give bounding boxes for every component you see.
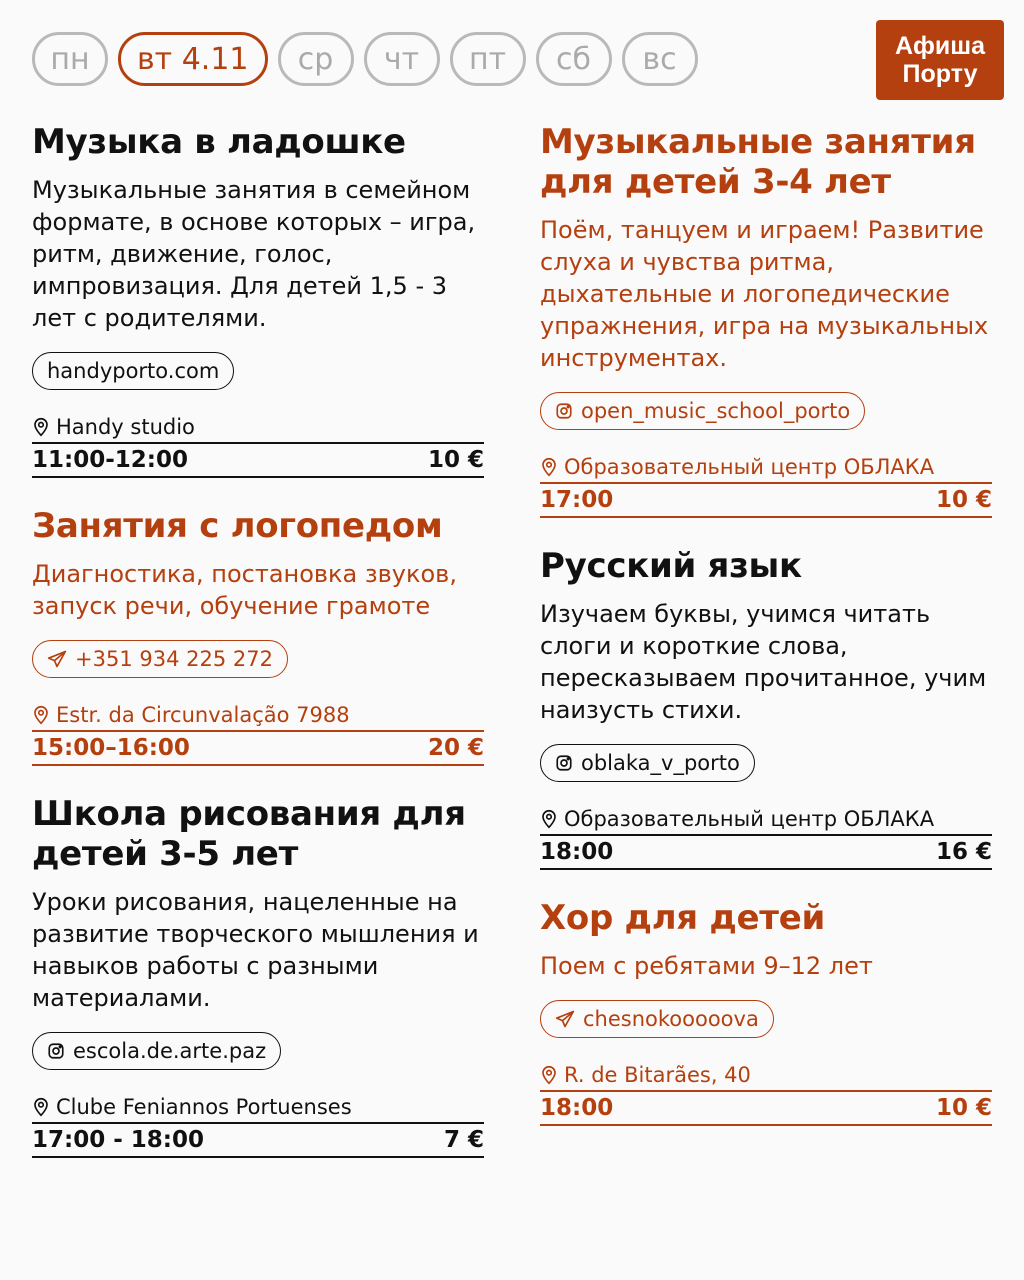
telegram-icon — [47, 649, 67, 669]
day-tab-3[interactable]: чт — [363, 32, 440, 86]
day-tab-1[interactable]: вт 4.11 — [118, 32, 268, 86]
logo-line2: Порту — [902, 60, 978, 88]
event-description: Музыкальные занятия в семейном формате, … — [32, 176, 476, 332]
right-column: Музыкальные занятия для детей 3-4 лет Поё… — [540, 122, 992, 1154]
event-title: Русский язык — [540, 546, 802, 586]
event-description: Диагностика, постановка звуков, запуск р… — [32, 560, 457, 620]
event-time-price: 17:00 - 18:00 7 € — [32, 1122, 484, 1158]
event-title: Хор для детей — [540, 898, 825, 938]
event-time-price: 11:00-12:00 10 € — [32, 442, 484, 478]
event-time: 17:00 - 18:00 — [32, 1127, 204, 1153]
event-location-text: Handy studio — [56, 415, 195, 439]
location-pin-icon — [32, 1097, 50, 1117]
day-tab-6[interactable]: вс — [621, 32, 698, 86]
day-tab-0[interactable]: пн — [32, 32, 108, 86]
event-card: Музыка в ладошке Музыкальные занятия в се… — [32, 122, 484, 478]
event-link-button[interactable]: escola.de.arte.paz — [32, 1032, 282, 1070]
event-link-button[interactable]: open_music_school_porto — [540, 392, 866, 430]
event-title: Музыка в ладошке — [32, 122, 406, 162]
event-link-button[interactable]: handyporto.com — [32, 352, 235, 390]
event-title: Музыкальные занятия для детей 3-4 лет — [540, 122, 976, 202]
event-title: Занятия с логопедом — [32, 506, 443, 546]
event-link-button[interactable]: oblaka_v_porto — [540, 744, 755, 782]
day-tab-4[interactable]: пт — [449, 32, 526, 86]
event-price: 10 € — [935, 487, 992, 513]
event-location-text: R. de Bitarães, 40 — [564, 1063, 751, 1087]
location-pin-icon — [540, 1065, 558, 1085]
day-tab-2[interactable]: ср — [277, 32, 354, 86]
left-column: Музыка в ладошке Музыкальные занятия в се… — [32, 122, 484, 1186]
event-time: 18:00 — [540, 1095, 614, 1121]
event-location-text: Образовательный центр ОБЛАКА — [564, 455, 935, 479]
logo: Афиша Порту — [876, 20, 1004, 100]
event-link-text: open_music_school_porto — [581, 399, 851, 423]
event-time-price: 18:00 16 € — [540, 834, 992, 870]
instagram-icon — [555, 754, 573, 772]
event-location-text: Clube Feniannos Portuenses — [56, 1095, 352, 1119]
telegram-icon — [555, 1009, 575, 1029]
location-pin-icon — [32, 705, 50, 725]
event-time: 18:00 — [540, 839, 614, 865]
event-description: Уроки рисования, нацеленные на развитие … — [32, 888, 479, 1012]
instagram-icon — [555, 402, 573, 420]
event-link-text: +351 934 225 272 — [75, 647, 273, 671]
location-pin-icon — [32, 417, 50, 437]
event-link-text: chesnokooooova — [583, 1007, 759, 1031]
event-time-price: 18:00 10 € — [540, 1090, 992, 1126]
event-time: 17:00 — [540, 487, 614, 513]
event-price: 7 € — [443, 1127, 484, 1153]
day-tabs: пн вт 4.11 ср чт пт сб вс — [32, 32, 698, 86]
event-card: Русский язык Изучаем буквы, учимся читать… — [540, 546, 992, 870]
event-location-text: Образовательный центр ОБЛАКА — [564, 807, 935, 831]
event-price: 10 € — [935, 1095, 992, 1121]
day-tab-5[interactable]: сб — [535, 32, 612, 86]
logo-line1: Афиша — [894, 32, 986, 60]
event-description: Изучаем буквы, учимся читать слоги и кор… — [540, 600, 987, 724]
event-link-text: handyporto.com — [47, 359, 220, 383]
event-location-text: Estr. da Circunvalação 7988 — [56, 703, 350, 727]
event-link-text: oblaka_v_porto — [581, 751, 740, 775]
event-time: 15:00–16:00 — [32, 735, 190, 761]
event-title: Школа рисования для детей 3-5 лет — [32, 794, 466, 874]
event-location: Handy studio — [32, 412, 484, 442]
instagram-icon — [47, 1042, 65, 1060]
event-location: Estr. da Circunvalação 7988 — [32, 700, 484, 730]
event-price: 10 € — [427, 447, 484, 473]
event-price: 16 € — [935, 839, 992, 865]
event-link-button[interactable]: +351 934 225 272 — [32, 640, 288, 678]
event-card: Занятия с логопедом Диагностика, постанов… — [32, 506, 484, 766]
location-pin-icon — [540, 457, 558, 477]
event-location: Clube Feniannos Portuenses — [32, 1092, 484, 1122]
event-card: Музыкальные занятия для детей 3-4 лет Поё… — [540, 122, 992, 518]
location-pin-icon — [540, 809, 558, 829]
event-time-price: 17:00 10 € — [540, 482, 992, 518]
event-description: Поем с ребятами 9–12 лет — [540, 952, 873, 980]
event-location: Образовательный центр ОБЛАКА — [540, 452, 992, 482]
event-link-button[interactable]: chesnokooooova — [540, 1000, 774, 1038]
event-card: Хор для детей Поем с ребятами 9–12 лет che… — [540, 898, 992, 1126]
event-description: Поём, танцуем и играем! Развитие слуха и… — [540, 216, 989, 372]
event-price: 20 € — [427, 735, 484, 761]
event-time-price: 15:00–16:00 20 € — [32, 730, 484, 766]
event-location: Образовательный центр ОБЛАКА — [540, 804, 992, 834]
event-location: R. de Bitarães, 40 — [540, 1060, 992, 1090]
event-time: 11:00-12:00 — [32, 447, 188, 473]
event-card: Школа рисования для детей 3-5 лет Уроки р… — [32, 794, 484, 1158]
event-link-text: escola.de.arte.paz — [73, 1039, 267, 1063]
